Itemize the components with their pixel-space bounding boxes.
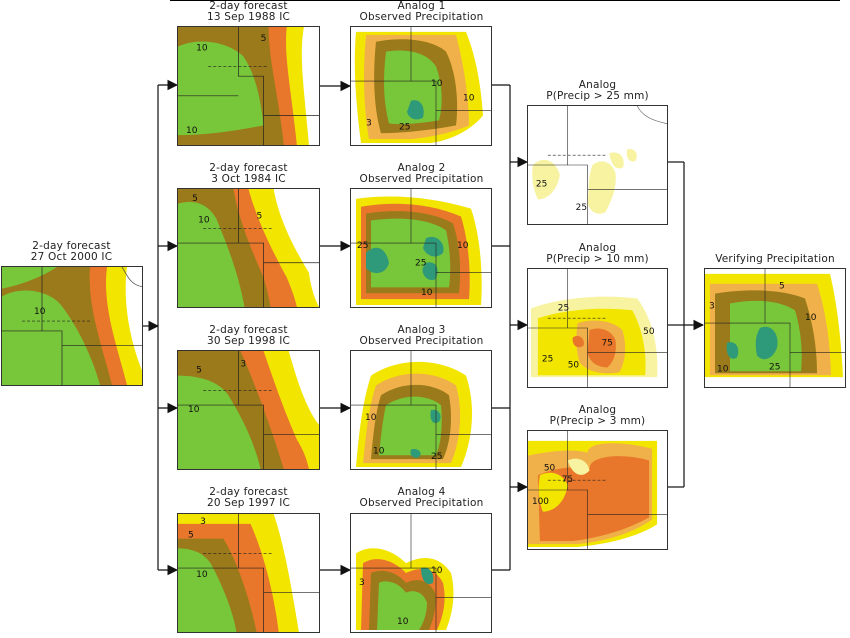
caption-verifying: Verifying Precipitation	[715, 253, 835, 265]
svg-text:10: 10	[805, 313, 817, 323]
caption-analog-2: Analog 2 Observed Precipitation	[359, 162, 484, 185]
map-prob-10: 25 50 25 50 75	[527, 268, 668, 388]
svg-text:10: 10	[431, 79, 443, 89]
svg-text:3: 3	[240, 360, 246, 370]
map-forecast-4: 3 5 10	[177, 513, 320, 633]
map-analog-3: 10 10 25	[350, 350, 492, 470]
svg-text:5: 5	[196, 366, 202, 376]
svg-text:100: 100	[532, 497, 549, 507]
svg-text:3: 3	[359, 578, 365, 588]
svg-text:5: 5	[188, 531, 194, 541]
svg-text:50: 50	[643, 327, 655, 337]
svg-text:5: 5	[257, 212, 263, 222]
svg-text:10: 10	[196, 44, 208, 54]
svg-text:25: 25	[415, 259, 426, 269]
svg-text:5: 5	[192, 194, 198, 204]
svg-text:25: 25	[431, 452, 442, 462]
svg-text:5: 5	[779, 282, 785, 292]
svg-text:3: 3	[200, 517, 206, 527]
svg-text:75: 75	[601, 339, 612, 349]
svg-text:10: 10	[365, 413, 377, 423]
svg-text:10: 10	[186, 126, 198, 136]
caption-forecast-4: 2-day forecast 20 Sep 1997 IC	[206, 486, 291, 509]
map-forecast-1: 10 5 10	[177, 26, 320, 146]
svg-text:25: 25	[542, 354, 553, 364]
caption-forecast-1: 2-day forecast 13 Sep 1988 IC	[206, 0, 291, 23]
caption-current-forecast: 2-day forecast 27 Oct 2000 IC	[30, 240, 113, 263]
caption-prob-10: Analog P(Precip > 10 mm)	[546, 242, 649, 265]
svg-text:10: 10	[196, 570, 208, 580]
svg-text:25: 25	[769, 362, 780, 372]
svg-text:10: 10	[717, 364, 729, 374]
svg-text:25: 25	[536, 180, 547, 190]
svg-text:3: 3	[709, 301, 715, 311]
map-prob-3: 50 75 100	[527, 430, 668, 550]
svg-text:25: 25	[357, 241, 368, 251]
caption-forecast-2: 2-day forecast 3 Oct 1984 IC	[209, 162, 288, 185]
svg-text:10: 10	[188, 405, 200, 415]
map-analog-2: 25 10 10 25	[350, 188, 492, 308]
svg-text:3: 3	[366, 118, 372, 128]
svg-text:10: 10	[431, 566, 443, 576]
svg-text:75: 75	[562, 475, 573, 485]
caption-prob-3: Analog P(Precip > 3 mm)	[549, 404, 646, 427]
svg-text:25: 25	[576, 203, 587, 213]
caption-analog-3: Analog 3 Observed Precipitation	[359, 324, 484, 347]
svg-text:25: 25	[399, 122, 410, 132]
map-analog-4: 3 10 10	[350, 513, 492, 633]
svg-text:10: 10	[457, 241, 469, 251]
svg-text:10: 10	[34, 307, 46, 317]
map-current-forecast: 10	[1, 266, 143, 386]
svg-text:10: 10	[421, 288, 433, 298]
map-prob-25: 25 25	[527, 105, 668, 225]
svg-text:10: 10	[198, 216, 210, 226]
map-analog-1: 3 10 25 10	[350, 26, 492, 146]
svg-text:5: 5	[261, 34, 267, 44]
caption-analog-4: Analog 4 Observed Precipitation	[359, 486, 484, 509]
caption-prob-25: Analog P(Precip > 25 mm)	[546, 79, 649, 102]
map-verifying: 5 10 10 25 3	[704, 268, 846, 388]
svg-text:10: 10	[463, 94, 475, 104]
svg-text:25: 25	[558, 303, 569, 313]
svg-text:50: 50	[544, 463, 556, 473]
svg-text:50: 50	[568, 360, 580, 370]
caption-forecast-3: 2-day forecast 30 Sep 1998 IC	[206, 324, 291, 347]
caption-analog-1: Analog 1 Observed Precipitation	[359, 0, 484, 23]
top-border-line	[170, 0, 840, 1]
svg-text:10: 10	[397, 617, 409, 627]
svg-text:10: 10	[373, 446, 385, 456]
map-forecast-3: 5 3 10	[177, 350, 320, 470]
map-forecast-2: 5 10 5	[177, 188, 320, 308]
